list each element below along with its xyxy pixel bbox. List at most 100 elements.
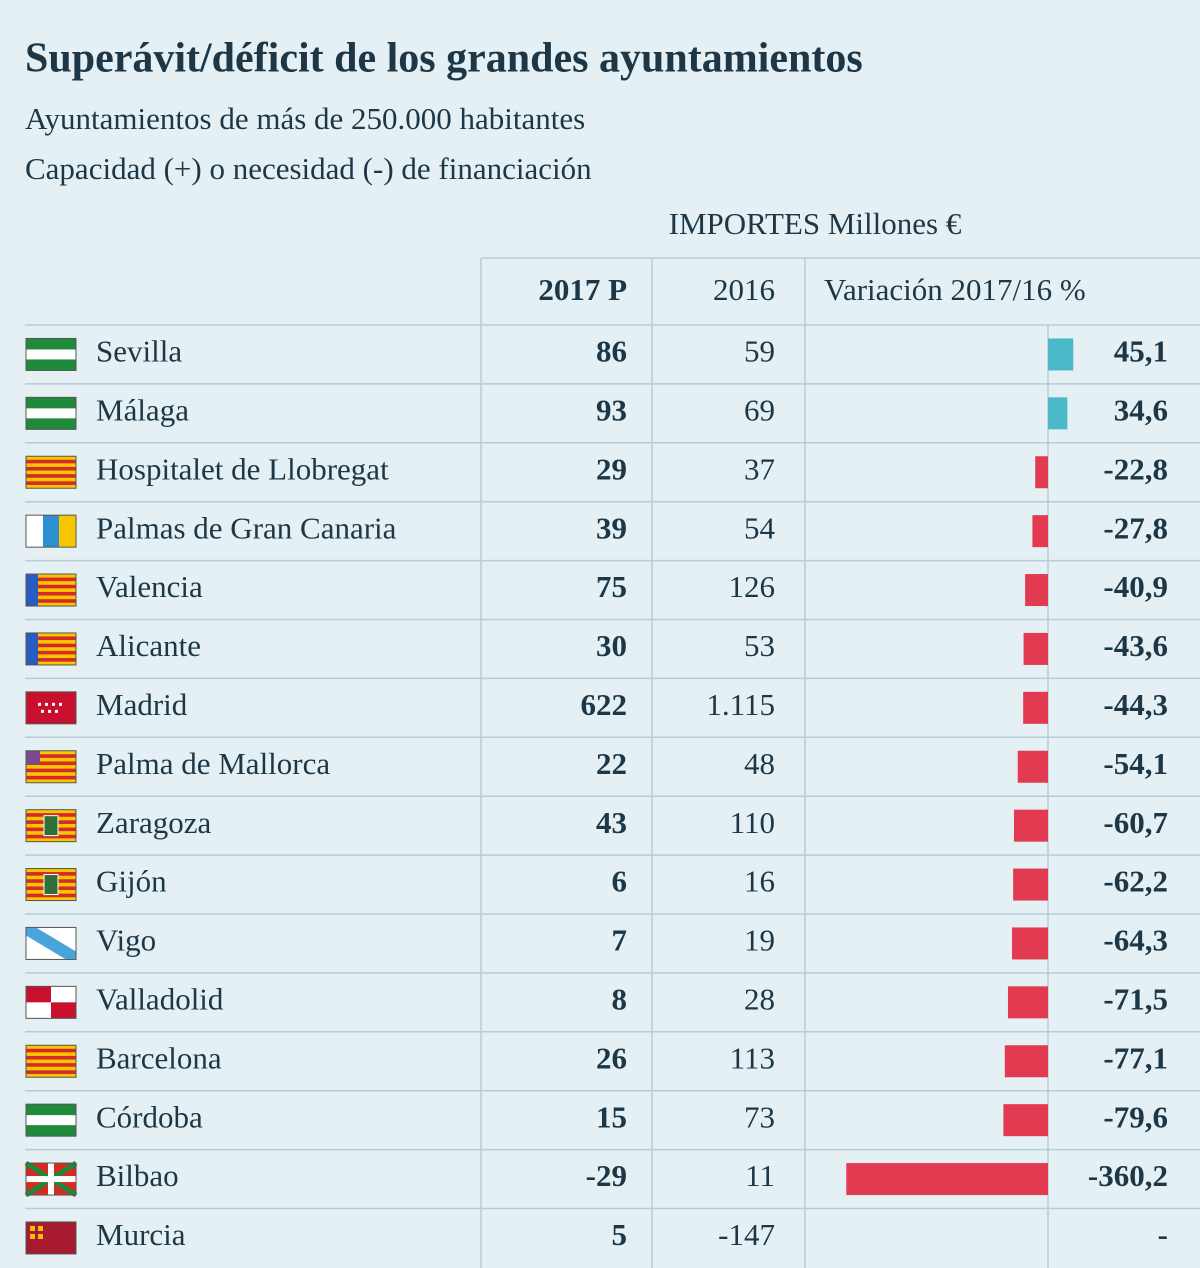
variation-label: -40,9 [1103, 569, 1168, 604]
flag [25, 926, 77, 960]
variation-label: -44,3 [1103, 687, 1168, 722]
value-2017: 26 [596, 1040, 627, 1075]
value-2017: -29 [586, 1158, 627, 1193]
flag [25, 985, 77, 1019]
flag-part [38, 1233, 43, 1239]
value-2016: 73 [744, 1099, 775, 1134]
flag-border [25, 868, 77, 902]
variation-label: 45,1 [1114, 334, 1168, 369]
value-2017: 22 [596, 746, 627, 781]
variation-label: -22,8 [1103, 451, 1168, 486]
flag-part [38, 702, 41, 706]
flag-part [26, 872, 76, 876]
variation-label: -64,3 [1103, 923, 1168, 958]
value-2016: 37 [744, 451, 775, 486]
flag-part [26, 466, 76, 471]
flag-part [26, 750, 40, 765]
flag-part [26, 636, 76, 641]
flag [25, 514, 77, 548]
city-name: Valladolid [96, 981, 224, 1016]
value-2016: 11 [745, 1158, 775, 1193]
flag-border [25, 809, 77, 843]
flag-part [30, 1225, 35, 1231]
bar [1048, 397, 1068, 430]
flag-part [38, 1225, 43, 1231]
city-name: Zaragoza [96, 805, 212, 840]
bar [1048, 338, 1074, 371]
flag-part [26, 1070, 76, 1074]
city-name: Palma de Mallorca [96, 746, 330, 781]
flag-part [26, 599, 76, 603]
bar [1004, 1045, 1048, 1078]
flag-part [26, 1055, 76, 1060]
flag-part [52, 702, 55, 706]
flag-border [25, 573, 77, 607]
flag-part [26, 1115, 76, 1126]
column-header: 2016 [713, 272, 775, 307]
flag-part [26, 658, 76, 662]
flag-border [25, 985, 77, 1019]
flag-part [26, 775, 76, 780]
flag-part [41, 709, 44, 713]
flag-border [25, 632, 77, 666]
variation-label: -43,6 [1103, 628, 1168, 663]
value-2016: 59 [744, 334, 775, 369]
variation-label: -27,8 [1103, 510, 1168, 545]
flag-part [26, 459, 76, 464]
flag [25, 1044, 77, 1078]
flag [25, 1221, 77, 1255]
city-name: Madrid [96, 687, 188, 722]
flag-border [25, 691, 77, 725]
flag-part [26, 650, 76, 655]
flag-border [25, 926, 77, 960]
variation-label: - [1158, 1217, 1168, 1252]
city-name: Vigo [96, 923, 156, 958]
value-2017: 75 [596, 569, 627, 604]
value-2016: 126 [729, 569, 776, 604]
bar [846, 1163, 1048, 1196]
value-2017: 5 [612, 1217, 628, 1252]
flag [24, 1160, 78, 1198]
flag [25, 1103, 77, 1137]
flag-part [26, 574, 38, 607]
flag [25, 750, 77, 784]
flag-part [45, 702, 48, 706]
flag-part [59, 515, 76, 548]
flag-part [26, 474, 76, 478]
city-name: Murcia [96, 1217, 186, 1252]
units: IMPORTES Millones € [669, 206, 962, 241]
flag-part [26, 632, 38, 665]
bar [1032, 515, 1048, 548]
flag-part [26, 813, 76, 817]
city-name: Hospitalet de Llobregat [96, 451, 389, 486]
flag-part [51, 1002, 76, 1019]
flag-border [25, 396, 77, 430]
flag-border [25, 1103, 77, 1137]
flag [25, 337, 77, 371]
flag-part [26, 349, 76, 360]
flag-part [26, 893, 76, 898]
value-2016: 19 [744, 923, 775, 958]
flag-part [26, 1048, 76, 1053]
flag-part [26, 691, 76, 724]
city-name: Barcelona [96, 1040, 222, 1075]
flag-part [59, 702, 62, 706]
variation-label: -71,5 [1103, 981, 1168, 1016]
bar [1003, 1104, 1048, 1137]
value-2016: 16 [744, 864, 775, 899]
flag-border [25, 337, 77, 371]
value-2017: 43 [596, 805, 627, 840]
flag-part [43, 874, 59, 896]
flag-part [26, 584, 76, 589]
bar [1007, 986, 1048, 1019]
column-header: 2017 P [538, 272, 627, 307]
flag [25, 632, 77, 666]
variation-label: -79,6 [1103, 1099, 1168, 1134]
bar [1023, 632, 1048, 665]
flag-border [25, 514, 77, 548]
bar [1013, 868, 1048, 901]
flag-part [26, 927, 76, 960]
column-header: Variación 2017/16 % [824, 272, 1086, 307]
flag-border [25, 1044, 77, 1078]
